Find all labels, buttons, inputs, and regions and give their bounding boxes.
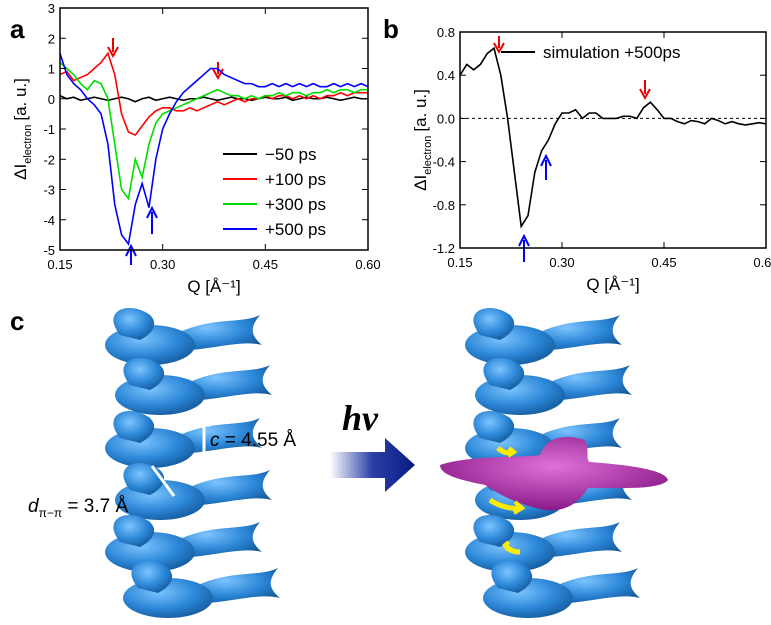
- symbol: c: [210, 430, 220, 451]
- molecule-lobe: [113, 307, 155, 340]
- y-axis-label: ΔIelectron [a. u.]: [411, 89, 434, 191]
- y-tick-label: 1: [48, 62, 55, 77]
- y-axis-label: ΔIelectron [a. u.]: [11, 78, 34, 180]
- y-label-sub: electron: [22, 125, 34, 164]
- molecule: [465, 514, 622, 572]
- x-axis-label: Q [Å⁻¹]: [586, 275, 639, 294]
- series-line: [59, 51, 368, 137]
- y-tick-label: 2: [48, 31, 55, 46]
- y-label-main: ΔI: [411, 175, 430, 191]
- y-tick-label: 0.8: [437, 25, 455, 40]
- arrow-head: [196, 460, 212, 471]
- molecule-lobe: [113, 514, 155, 547]
- photon-label: hν: [342, 398, 379, 438]
- y-tick-label: -0.4: [433, 155, 455, 170]
- molecule: [115, 357, 272, 415]
- x-tick-label: 0.45: [651, 255, 676, 270]
- peak-arrows: [107, 36, 651, 265]
- molecule: [465, 307, 622, 365]
- x-tick-label: 0.60: [355, 257, 380, 272]
- y-tick-label: -5: [43, 243, 55, 258]
- c-spacing: c = 4.55 Å: [210, 430, 296, 451]
- y-tick-label: 0.0: [437, 111, 455, 126]
- y-tick-label: -1: [43, 122, 55, 137]
- plot-frame: [459, 31, 767, 249]
- series-line: [59, 61, 368, 201]
- value: = 3.7 Å: [62, 496, 128, 517]
- excited-molecule: [440, 436, 668, 511]
- illustration: [105, 307, 668, 618]
- molecule: [475, 357, 632, 415]
- molecule-lobe: [123, 357, 165, 390]
- spacing-arrow: [150, 465, 176, 497]
- series-line: [59, 94, 368, 103]
- molecule-lobe: [473, 307, 515, 340]
- y-label-unit: [a. u.]: [411, 89, 430, 132]
- legend-label: −50 ps: [265, 145, 317, 164]
- molecule: [115, 462, 272, 520]
- pi-spacing: dπ−π = 3.7 Å: [28, 496, 129, 520]
- series-line: [459, 46, 767, 229]
- arrow-head: [196, 417, 212, 428]
- x-tick-label: 0.45: [253, 257, 278, 272]
- y-tick-label: -2: [43, 152, 55, 167]
- motion-arrow-head: [506, 446, 518, 458]
- y-label-unit: [a. u.]: [11, 78, 30, 121]
- molecule: [105, 410, 262, 468]
- legend-label: +300 ps: [265, 195, 326, 214]
- molecule: [483, 560, 640, 618]
- molecule: [105, 307, 262, 365]
- value: = 4.55 Å: [220, 430, 297, 451]
- legend-label: +500 ps: [265, 220, 326, 239]
- panel-label: b: [383, 14, 399, 44]
- motion-arrow-head: [512, 500, 526, 515]
- legend-label: simulation +500ps: [543, 43, 681, 62]
- legend-label: +100 ps: [265, 170, 326, 189]
- y-tick-label: -1.2: [433, 241, 455, 256]
- y-tick-label: -4: [43, 213, 55, 228]
- molecule-lobe: [473, 514, 515, 547]
- subscript: π−π: [39, 506, 63, 520]
- y-tick-label: -3: [43, 183, 55, 198]
- x-axis-label: Q [Å⁻¹]: [187, 277, 240, 296]
- y-label-sub: electron: [422, 136, 434, 175]
- panel-label: c: [10, 306, 24, 336]
- panel-label: a: [10, 14, 25, 44]
- molecule-lobe: [483, 357, 525, 390]
- molecule-lobe: [473, 410, 515, 443]
- symbol: d: [28, 496, 40, 517]
- series-line: [59, 53, 369, 246]
- y-tick-label: 3: [48, 1, 55, 16]
- x-tick-label: 0.15: [447, 255, 472, 270]
- y-tick-label: 0: [48, 92, 55, 107]
- x-tick-label: 0.30: [150, 257, 175, 272]
- molecule-lobe: [131, 560, 173, 593]
- x-tick-label: 0.60: [753, 255, 771, 270]
- molecule-lobe: [491, 560, 533, 593]
- y-tick-label: 0.4: [437, 68, 455, 83]
- y-label-main: ΔI: [11, 164, 30, 180]
- molecule: [105, 514, 262, 572]
- motion-arrow-head: [502, 540, 511, 552]
- molecule-lobe: [113, 410, 155, 443]
- y-tick-label: -0.8: [433, 198, 455, 213]
- x-tick-label: 0.30: [549, 255, 574, 270]
- x-tick-label: 0.15: [47, 257, 72, 272]
- photo-arrow: [330, 438, 415, 492]
- molecule: [123, 560, 280, 618]
